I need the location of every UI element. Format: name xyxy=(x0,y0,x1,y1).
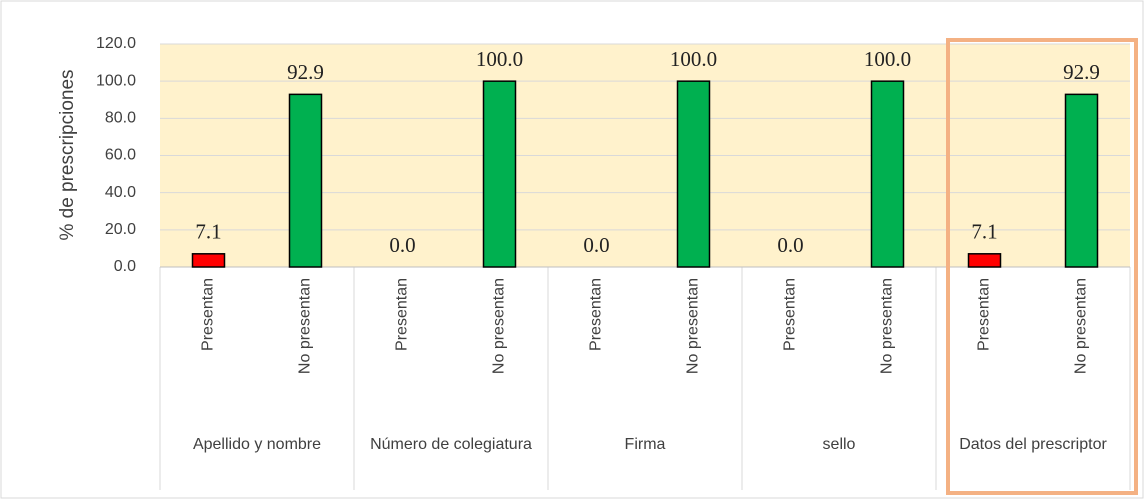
y-tick-label: 100.0 xyxy=(96,72,136,89)
subcategory-label: Presentan xyxy=(976,278,993,351)
highlight-box xyxy=(946,38,1138,495)
value-label: 100.0 xyxy=(476,47,523,71)
bar xyxy=(676,80,711,268)
bar xyxy=(482,80,517,268)
value-label: 92.9 xyxy=(287,60,324,84)
y-tick-label: 20.0 xyxy=(105,221,136,238)
group-label: sello xyxy=(822,436,856,453)
bar xyxy=(191,253,226,268)
value-label: 0.0 xyxy=(777,233,803,257)
value-label: 7.1 xyxy=(195,220,221,244)
subcategory-label: No presentan xyxy=(297,278,314,374)
group-label: Firma xyxy=(624,436,666,453)
y-tick-label: 80.0 xyxy=(105,110,136,127)
subcategory-label: No presentan xyxy=(879,278,896,374)
value-label: 7.1 xyxy=(971,220,997,244)
y-tick-label: 0.0 xyxy=(114,258,136,275)
y-axis-title: % de prescripciones xyxy=(57,69,78,240)
subcategory-label: Presentan xyxy=(394,278,411,351)
y-tick-label: 120.0 xyxy=(96,35,136,52)
group-label: Datos del prescriptor xyxy=(959,436,1107,453)
subcategory-label: No presentan xyxy=(685,278,702,374)
subcategory-label: No presentan xyxy=(491,278,508,374)
bar xyxy=(288,93,323,268)
subcategory-label: Presentan xyxy=(588,278,605,351)
value-label: 92.9 xyxy=(1063,60,1100,84)
subcategory-label: Presentan xyxy=(782,278,799,351)
y-tick-label: 60.0 xyxy=(105,147,136,164)
value-label: 100.0 xyxy=(864,47,911,71)
value-label: 0.0 xyxy=(583,233,609,257)
value-label: 100.0 xyxy=(670,47,717,71)
group-label: Apellido y nombre xyxy=(192,436,322,453)
group-label: Número de colegiatura xyxy=(370,436,532,453)
subcategory-label: Presentan xyxy=(200,278,217,351)
subcategory-label: No presentan xyxy=(1073,278,1090,374)
value-label: 0.0 xyxy=(389,233,415,257)
bar xyxy=(870,80,905,268)
bar xyxy=(967,253,1002,268)
y-tick-label: 40.0 xyxy=(105,184,136,201)
bar xyxy=(1064,93,1099,268)
